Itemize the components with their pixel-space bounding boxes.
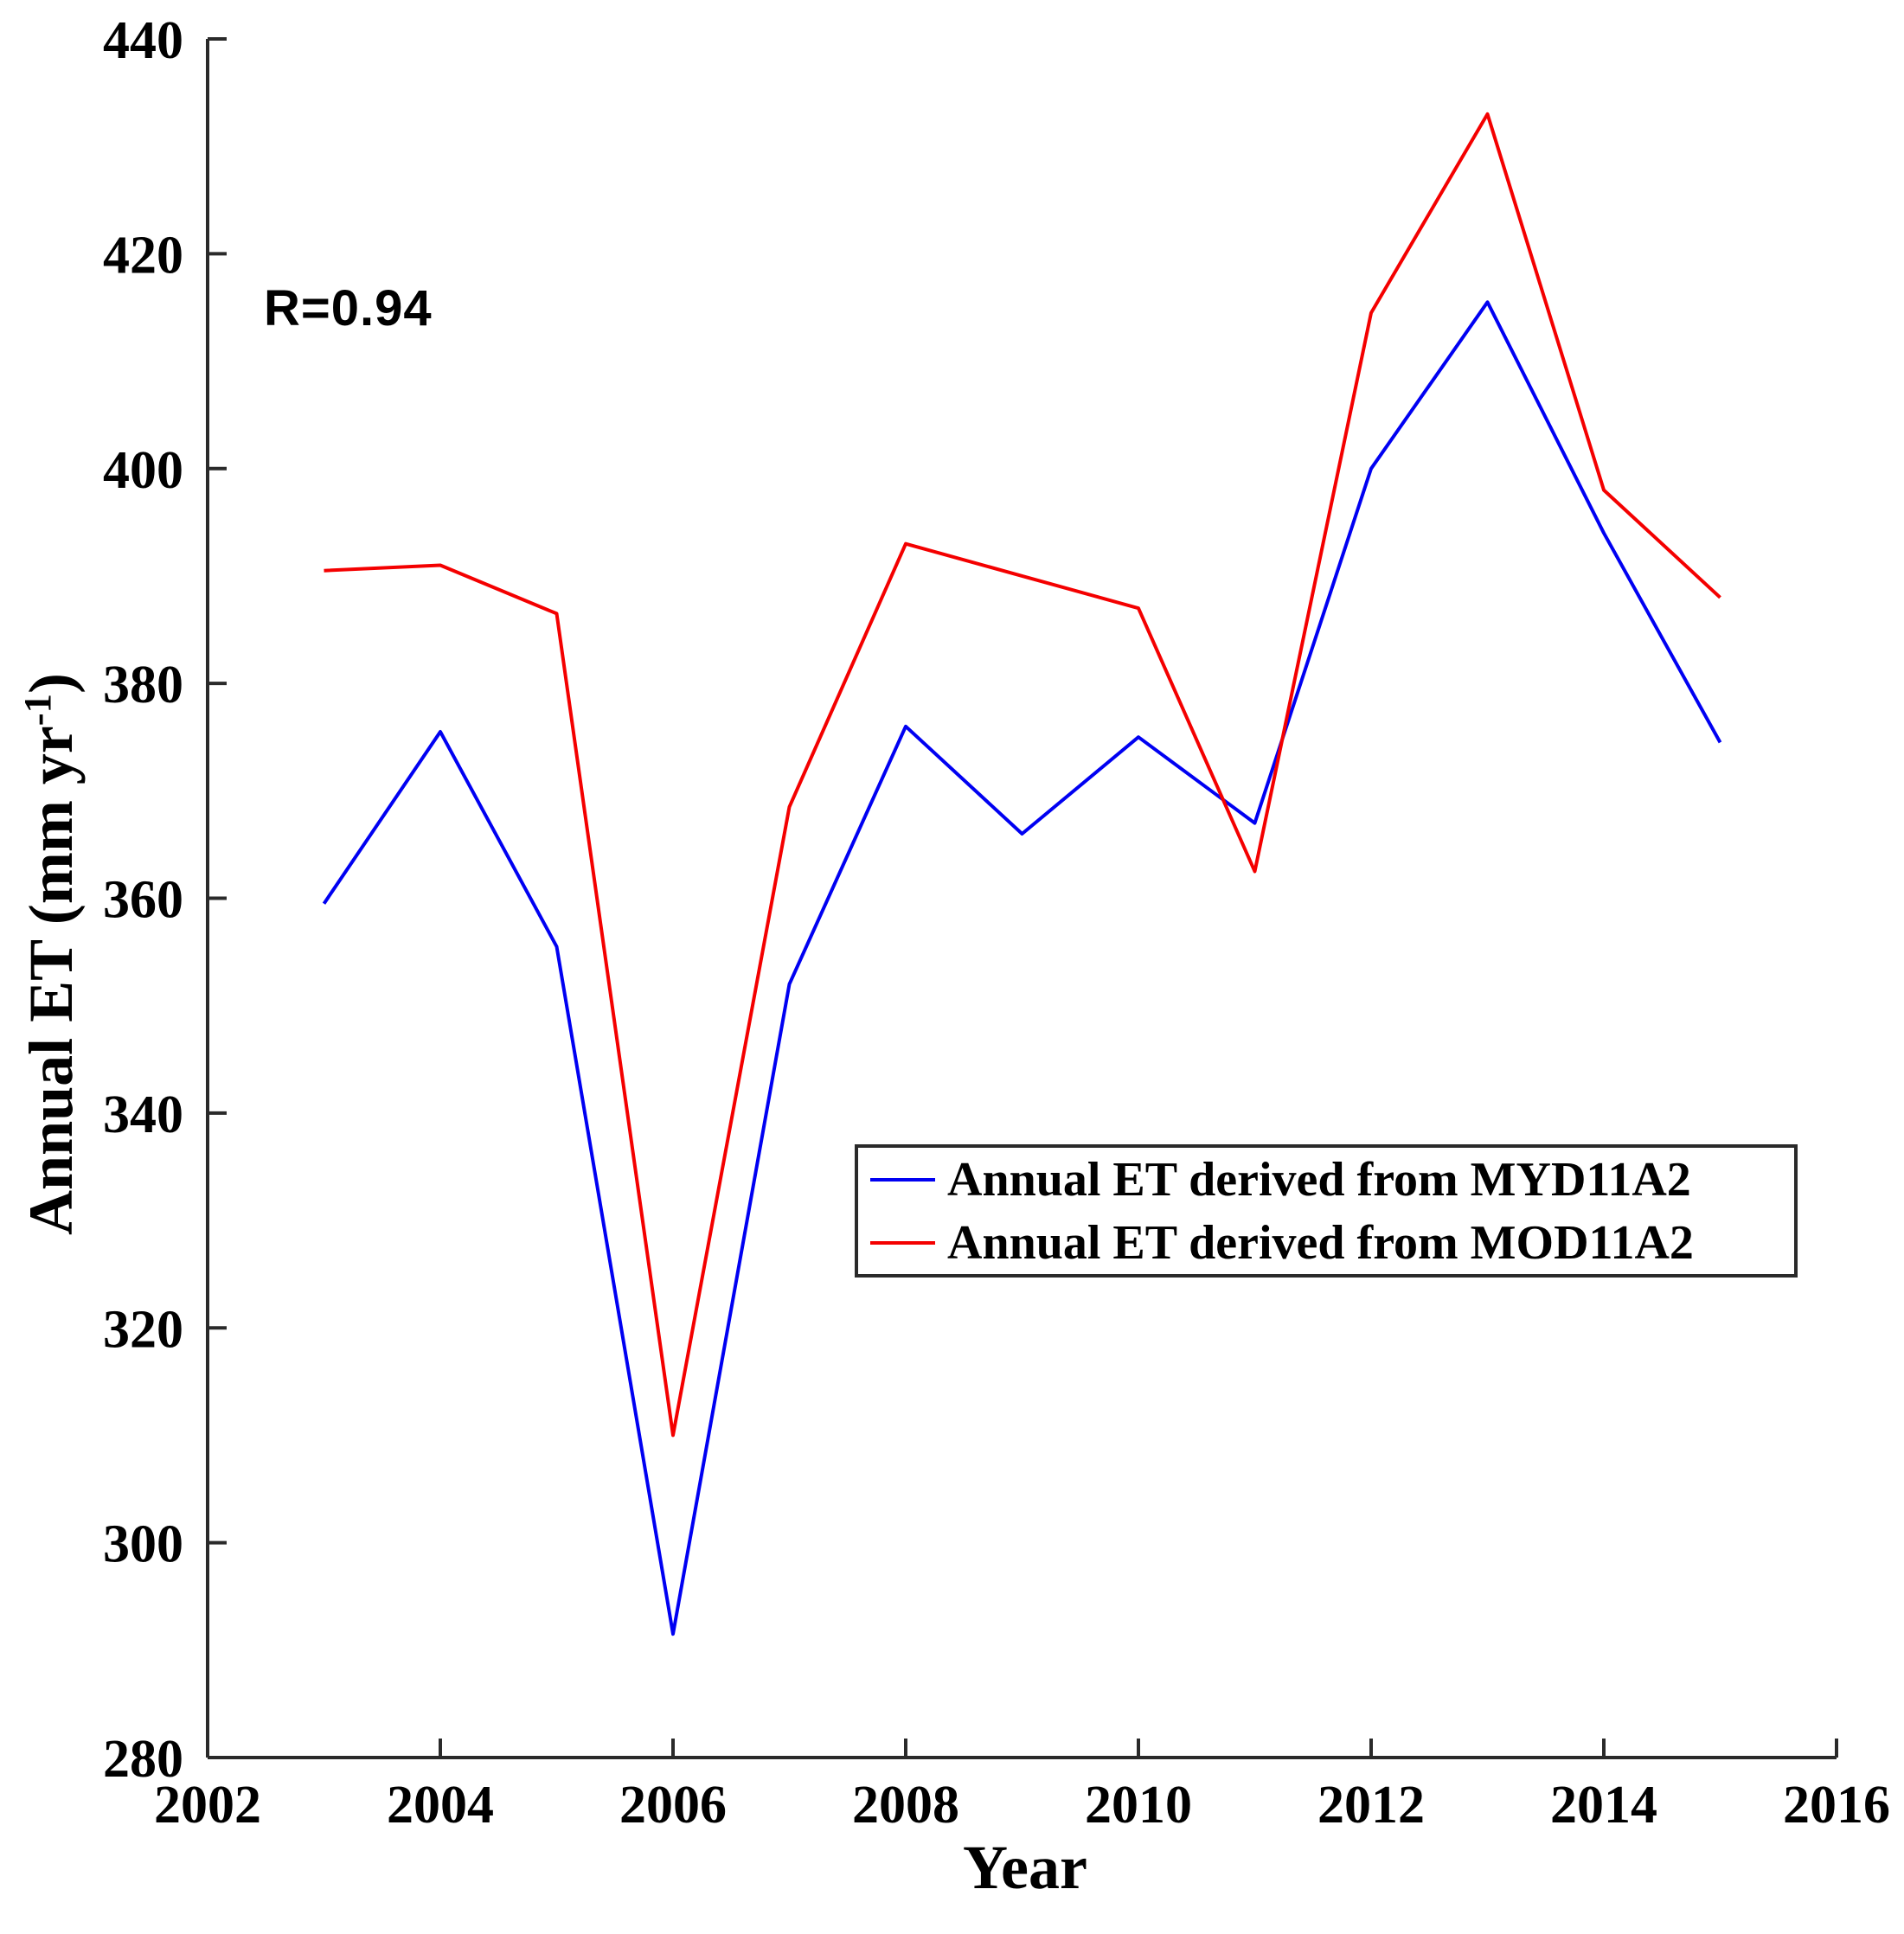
y-axis-title: Annual ET (mm yr-1) [15,474,94,1434]
y-tick-label: 360 [103,871,183,930]
x-tick-label: 2012 [1317,1776,1425,1835]
x-tick-label: 2006 [619,1776,727,1835]
x-tick-label: 2008 [852,1776,959,1835]
correlation-annotation: R=0.94 [264,280,433,336]
y-tick-label: 380 [103,656,183,714]
x-tick-label: 2014 [1550,1776,1657,1835]
legend-item-mod11a2: Annual ET derived from MOD11A2 [858,1211,1794,1274]
y-axis-title-close: ) [16,673,86,695]
series-line-myd11a2 [322,300,1722,1636]
y-tick-label: 280 [103,1730,183,1789]
x-tick-label: 2010 [1085,1776,1192,1835]
y-tick-label: 320 [103,1300,183,1359]
y-axis-title-main: Annual ET (mm yr [16,726,86,1235]
legend-label: Annual ET derived from MOD11A2 [947,1215,1694,1270]
legend-line-sample-red [870,1240,935,1245]
legend: Annual ET derived from MYD11A2 Annual ET… [855,1144,1798,1278]
x-tick-label: 2002 [154,1776,261,1835]
x-tick-label: 2016 [1783,1776,1890,1835]
x-tick-label: 2004 [387,1776,494,1835]
legend-item-myd11a2: Annual ET derived from MYD11A2 [858,1148,1794,1211]
y-tick-label: 440 [103,11,183,70]
series-line-mod11a2 [324,112,1721,1438]
legend-line-sample-blue [870,1177,935,1182]
y-tick-label: 340 [103,1085,183,1144]
y-axis-title-superscript: -1 [16,694,59,727]
y-tick-label: 300 [103,1515,183,1574]
x-axis-title: Year [963,1833,1087,1902]
y-tick-label: 420 [103,226,183,285]
legend-label: Annual ET derived from MYD11A2 [947,1152,1691,1207]
y-tick-label: 400 [103,441,183,500]
